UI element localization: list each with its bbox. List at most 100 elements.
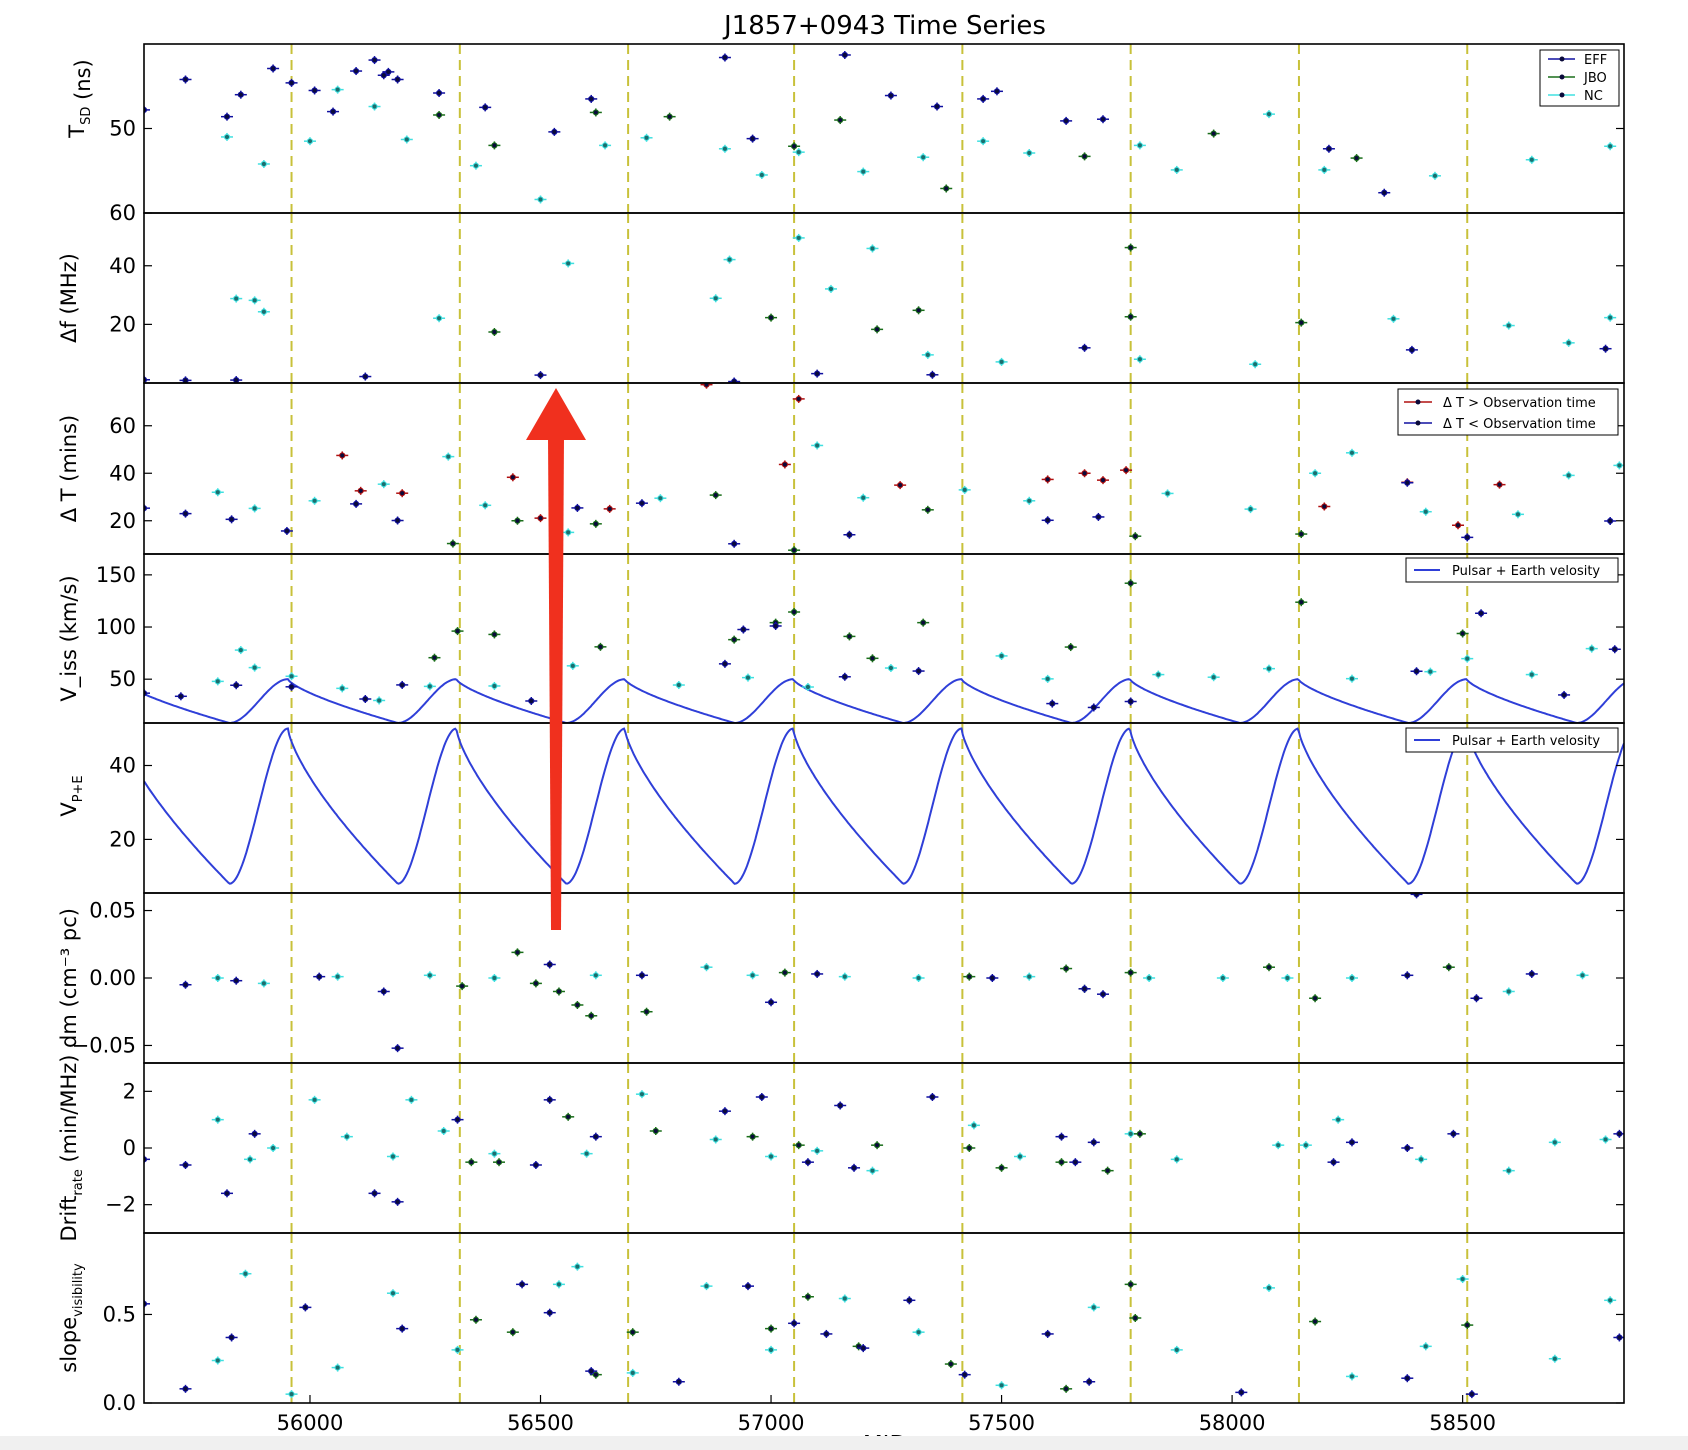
jbo-point [640,1007,653,1016]
nc-point [386,1289,399,1298]
eff-point [838,672,851,681]
jbo-point [1060,964,1073,973]
eff-point [382,67,395,76]
eff-point [1608,645,1621,654]
jbo-point [801,1292,814,1301]
nc-point [626,1368,639,1377]
nc-point [599,141,612,150]
y-tick-label: 0.00 [89,966,136,990]
nc-point [377,480,390,489]
jbo-point [778,968,791,977]
eff-point [534,371,547,380]
nc-point [801,683,814,692]
nc-point [1585,644,1598,653]
jbo-point [1295,598,1308,607]
nc-point [331,1363,344,1372]
legend-label: NC [1584,89,1603,104]
eff-point [1599,344,1612,353]
nc-point [566,661,579,670]
eff-point [728,539,741,548]
eff-point [179,509,192,518]
nc-point [423,971,436,980]
eff-point [220,1189,233,1198]
eff-point [391,1197,404,1206]
nc-point [1170,1155,1183,1164]
jbo-point [446,539,459,548]
nc-point [1143,974,1156,982]
nc-point [1299,1141,1312,1150]
nc-point [340,1132,353,1141]
nc-point [211,677,224,686]
nc-point [995,651,1008,660]
eff-point [857,1344,870,1353]
panel-df: 20 40 Δf (MHz) [57,212,1625,384]
eff-point [1401,478,1414,487]
eff-point [1092,512,1105,521]
y-tick-label: 40 [109,254,136,278]
eff-point [926,370,939,379]
eff-point [718,53,731,62]
eff-point [179,1161,192,1169]
eff-point [1069,1158,1082,1167]
jbo-point [940,184,953,193]
eff-point [248,1129,261,1138]
nc-point [331,85,344,94]
nc-point [1424,667,1437,676]
jbo-point [663,112,676,121]
eff-point [529,1161,542,1169]
window-footer [0,1436,1688,1450]
annotation-arrow [526,388,586,930]
late-point [1120,466,1133,475]
jbo-point [1124,243,1137,252]
eff-point [811,969,824,978]
y-axis-label: V_iss (km/s) [57,575,82,701]
nc-point [1604,313,1617,322]
eff-point [1078,343,1091,352]
nc-point [1087,1303,1100,1312]
jbo-point [511,516,524,525]
nc-point [479,501,492,510]
nc-point [308,1095,321,1104]
nc-point [1152,670,1165,679]
jbo-point [792,1141,805,1150]
late-point [336,451,349,460]
eff-point [765,998,778,1007]
eff-point [313,972,326,981]
jbo-point [1309,994,1322,1003]
eff-point [737,625,750,634]
jbo-point [1129,1314,1142,1322]
nc-point [1387,314,1400,323]
nc-point [995,1381,1008,1390]
eff-point [451,1115,464,1124]
nc-point [336,684,349,693]
eff-point [1410,893,1423,899]
y-tick-label: 0 [123,1136,136,1160]
late-point [894,481,907,490]
panel-frame [143,1232,1625,1404]
jbo-point [834,116,847,125]
nc-point [1170,1345,1183,1354]
nc-point [1345,1372,1358,1381]
eff-point [179,75,192,84]
panel-frame [143,212,1625,384]
nc-point [811,1146,824,1155]
nc-point [562,528,575,537]
jbo-point [765,313,778,322]
y-tick-label: 60 [109,414,136,438]
jbo-point [585,1011,598,1020]
eff-point [848,1163,861,1172]
x-tick-label: 56000 [277,1411,344,1435]
eff-point [1087,703,1100,712]
panel-drift: 2 0 −2 Driftrate (min/MHz) [57,1055,1625,1241]
nc-point [248,504,261,513]
late-point [1318,502,1331,511]
eff-point [368,1189,381,1198]
nc-point [257,979,270,988]
y-tick-label: 100 [96,615,136,639]
eff-point [285,682,298,691]
eff-point [912,667,925,676]
jbo-point [493,1158,506,1167]
jbo-point [871,1141,884,1150]
jbo-point [571,1000,584,1009]
eff-point [280,526,293,535]
